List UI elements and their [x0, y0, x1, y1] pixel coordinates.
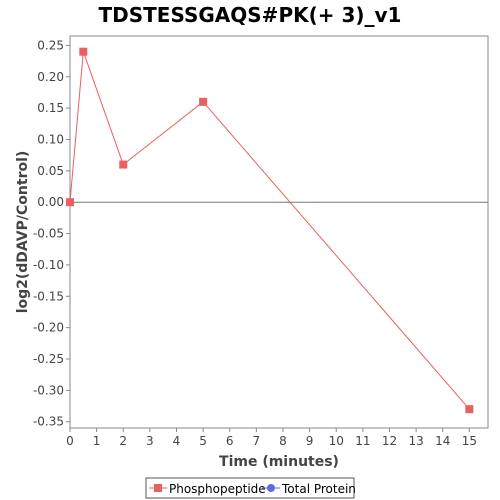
y-tick-label: -0.35 [33, 415, 64, 429]
x-tick-label: 6 [226, 434, 234, 448]
y-axis: 0.25 0.20 0.15 0.10 0.05 0.00 -0.05 -0.10 -0.15 -… [33, 38, 70, 429]
chart-title: TDSTESSGAQS#PK(+ 3)_v1 [99, 3, 402, 27]
x-tick-label: 2 [119, 434, 127, 448]
x-tick-label: 11 [355, 434, 370, 448]
legend-marker-phosphopeptide [154, 484, 162, 492]
legend-label-total-protein: Total Protein [281, 482, 356, 496]
x-tick-label: 8 [279, 434, 287, 448]
x-axis-label: Time (minutes) [219, 454, 339, 470]
x-tick-label: 7 [253, 434, 261, 448]
y-tick-label: 0.15 [37, 101, 64, 115]
series-layer [66, 47, 474, 414]
y-tick-label: 0.20 [37, 70, 64, 84]
data-point [199, 97, 208, 106]
x-tick-label: 3 [146, 434, 154, 448]
y-tick-label: -0.05 [33, 227, 64, 241]
y-tick-label: -0.10 [33, 258, 64, 272]
x-tick-label: 15 [462, 434, 477, 448]
y-tick-label: -0.30 [33, 383, 64, 397]
x-axis: 0 1 2 3 4 5 6 7 8 9 10 11 12 13 14 15 [66, 428, 477, 448]
x-tick-label: 0 [66, 434, 74, 448]
x-tick-label: 10 [329, 434, 344, 448]
y-tick-label: -0.20 [33, 321, 64, 335]
y-tick-label: -0.15 [33, 289, 64, 303]
x-tick-label: 5 [199, 434, 207, 448]
y-tick-label: 0.10 [37, 132, 64, 146]
y-axis-label: log2(dDAVP/Control) [15, 151, 31, 314]
y-tick-label: 0.00 [37, 195, 64, 209]
x-tick-label: 4 [173, 434, 181, 448]
x-tick-label: 9 [306, 434, 314, 448]
legend-box [145, 477, 355, 499]
x-tick-label: 13 [408, 434, 423, 448]
y-tick-label: -0.25 [33, 352, 64, 366]
legend-label-phosphopeptide: Phosphopeptide [169, 482, 266, 496]
data-point [119, 160, 128, 169]
data-point [79, 47, 88, 56]
data-point [465, 405, 474, 414]
data-point [66, 198, 74, 207]
x-tick-label: 14 [435, 434, 450, 448]
x-tick-label: 12 [382, 434, 397, 448]
y-tick-label: 0.05 [37, 164, 64, 178]
legend-marker-total-protein [267, 484, 275, 492]
plot-area [69, 35, 489, 429]
legend: Phosphopeptide Total Protein [145, 477, 356, 499]
y-tick-label: 0.25 [37, 38, 64, 52]
x-tick-label: 1 [93, 434, 101, 448]
